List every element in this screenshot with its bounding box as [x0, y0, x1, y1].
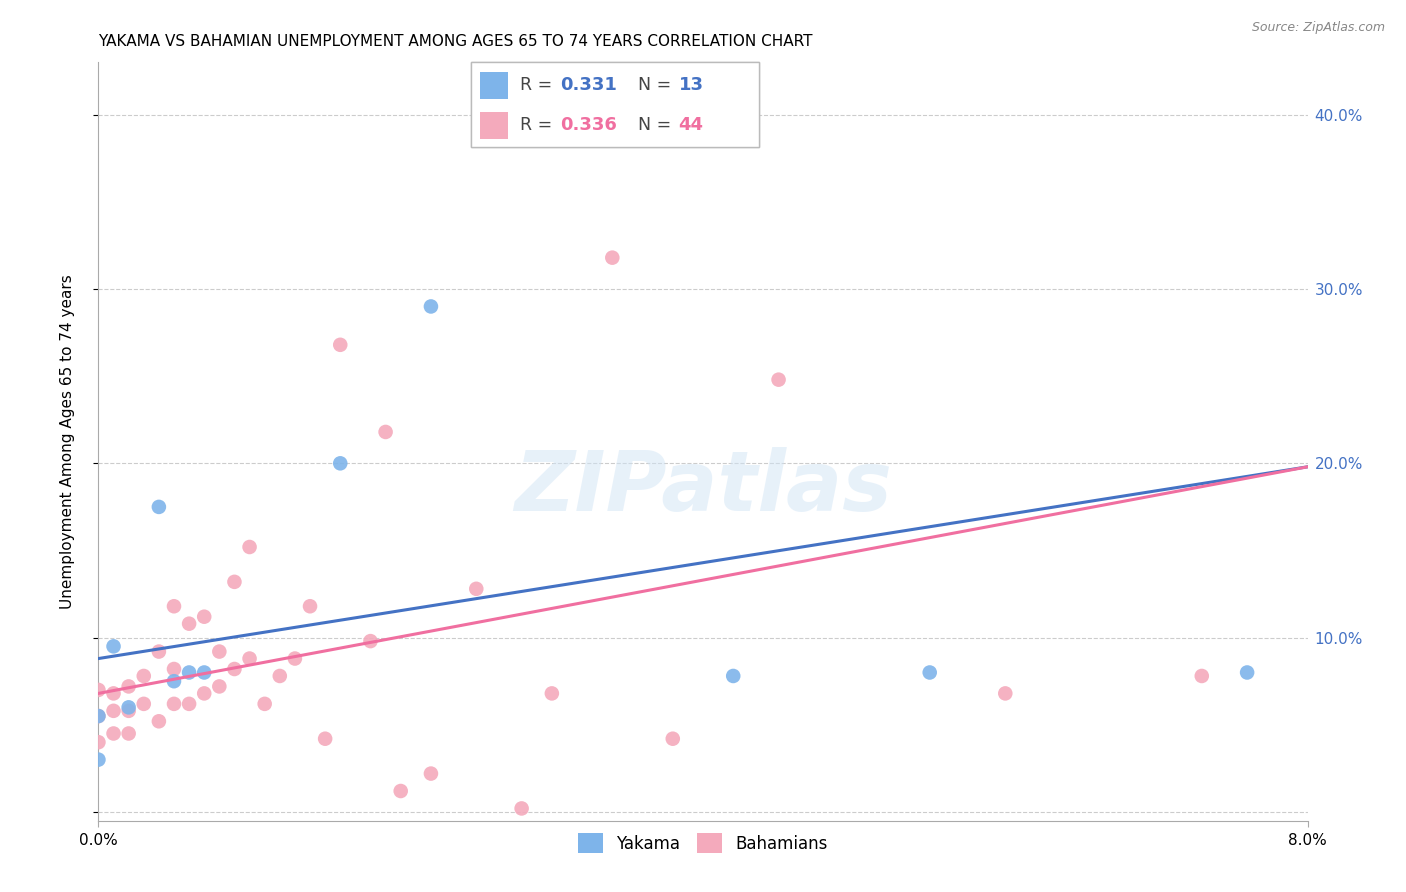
- FancyBboxPatch shape: [479, 112, 509, 139]
- Point: [193, 609, 215, 624]
- Text: N =: N =: [638, 77, 676, 95]
- Point: [163, 599, 186, 614]
- Point: [118, 700, 141, 714]
- Point: [420, 300, 443, 314]
- Point: [329, 338, 352, 352]
- Point: [299, 599, 322, 614]
- Point: [994, 686, 1017, 700]
- Text: 0.331: 0.331: [561, 77, 617, 95]
- Point: [132, 669, 155, 683]
- Point: [1236, 665, 1258, 680]
- Point: [118, 680, 141, 694]
- Point: [193, 686, 215, 700]
- Point: [329, 456, 352, 470]
- Point: [118, 704, 141, 718]
- Text: ZIPatlas: ZIPatlas: [515, 447, 891, 527]
- Point: [314, 731, 336, 746]
- Point: [179, 697, 201, 711]
- Point: [269, 669, 291, 683]
- Text: R =: R =: [520, 116, 558, 134]
- Point: [87, 682, 110, 697]
- Point: [389, 784, 412, 798]
- Point: [224, 574, 246, 589]
- Point: [360, 634, 382, 648]
- Point: [540, 686, 562, 700]
- Point: [239, 540, 262, 554]
- FancyBboxPatch shape: [471, 62, 759, 147]
- Point: [1191, 669, 1213, 683]
- Point: [103, 726, 125, 740]
- Point: [420, 766, 443, 780]
- Point: [132, 697, 155, 711]
- Point: [208, 644, 231, 658]
- Point: [602, 251, 624, 265]
- Point: [87, 753, 110, 767]
- Point: [465, 582, 488, 596]
- Point: [193, 665, 215, 680]
- Text: Source: ZipAtlas.com: Source: ZipAtlas.com: [1251, 21, 1385, 34]
- Point: [208, 680, 231, 694]
- Point: [148, 500, 170, 514]
- Text: R =: R =: [520, 77, 558, 95]
- Point: [103, 686, 125, 700]
- Point: [253, 697, 276, 711]
- Point: [179, 616, 201, 631]
- Point: [87, 735, 110, 749]
- Point: [918, 665, 941, 680]
- Point: [87, 709, 110, 723]
- Point: [163, 662, 186, 676]
- Point: [87, 709, 110, 723]
- Point: [103, 640, 125, 654]
- Text: YAKAMA VS BAHAMIAN UNEMPLOYMENT AMONG AGES 65 TO 74 YEARS CORRELATION CHART: YAKAMA VS BAHAMIAN UNEMPLOYMENT AMONG AG…: [98, 34, 813, 49]
- Point: [768, 373, 790, 387]
- Text: 0.336: 0.336: [561, 116, 617, 134]
- FancyBboxPatch shape: [479, 71, 509, 99]
- Legend: Yakama, Bahamians: Yakama, Bahamians: [569, 824, 837, 862]
- Y-axis label: Unemployment Among Ages 65 to 74 years: Unemployment Among Ages 65 to 74 years: [60, 274, 75, 609]
- Text: N =: N =: [638, 116, 676, 134]
- Point: [148, 644, 170, 658]
- Text: 13: 13: [679, 77, 703, 95]
- Point: [163, 697, 186, 711]
- Point: [103, 704, 125, 718]
- Point: [163, 674, 186, 689]
- Point: [510, 801, 533, 815]
- Point: [179, 665, 201, 680]
- Point: [661, 731, 683, 746]
- Point: [224, 662, 246, 676]
- Text: 44: 44: [679, 116, 703, 134]
- Point: [118, 726, 141, 740]
- Point: [239, 651, 262, 665]
- Point: [374, 425, 396, 439]
- Point: [284, 651, 307, 665]
- Point: [148, 714, 170, 729]
- Point: [723, 669, 745, 683]
